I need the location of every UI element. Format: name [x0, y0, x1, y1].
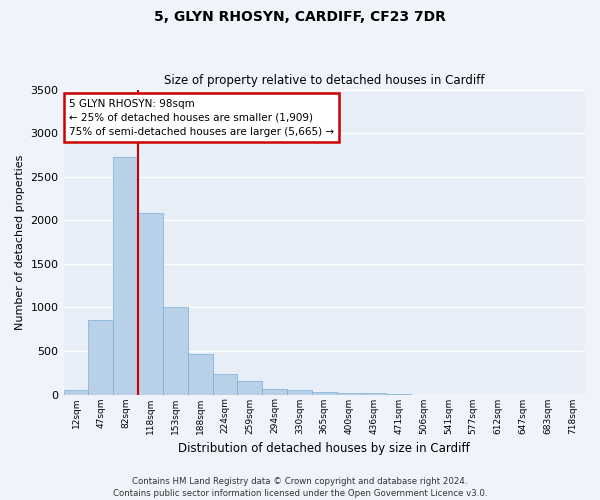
Bar	[312, 392, 337, 394]
Bar	[287, 390, 312, 394]
Bar	[238, 382, 262, 394]
Bar	[88, 320, 113, 394]
Bar	[64, 390, 88, 394]
Bar	[212, 374, 238, 394]
X-axis label: Distribution of detached houses by size in Cardiff: Distribution of detached houses by size …	[178, 442, 470, 455]
Title: Size of property relative to detached houses in Cardiff: Size of property relative to detached ho…	[164, 74, 485, 87]
Y-axis label: Number of detached properties: Number of detached properties	[15, 154, 25, 330]
Bar	[337, 393, 362, 394]
Text: 5, GLYN RHOSYN, CARDIFF, CF23 7DR: 5, GLYN RHOSYN, CARDIFF, CF23 7DR	[154, 10, 446, 24]
Text: 5 GLYN RHOSYN: 98sqm
← 25% of detached houses are smaller (1,909)
75% of semi-de: 5 GLYN RHOSYN: 98sqm ← 25% of detached h…	[69, 98, 334, 136]
Bar	[188, 354, 212, 395]
Bar	[262, 389, 287, 394]
Text: Contains HM Land Registry data © Crown copyright and database right 2024.
Contai: Contains HM Land Registry data © Crown c…	[113, 476, 487, 498]
Bar	[113, 156, 138, 394]
Bar	[138, 214, 163, 394]
Bar	[163, 306, 188, 394]
Bar	[362, 393, 386, 394]
